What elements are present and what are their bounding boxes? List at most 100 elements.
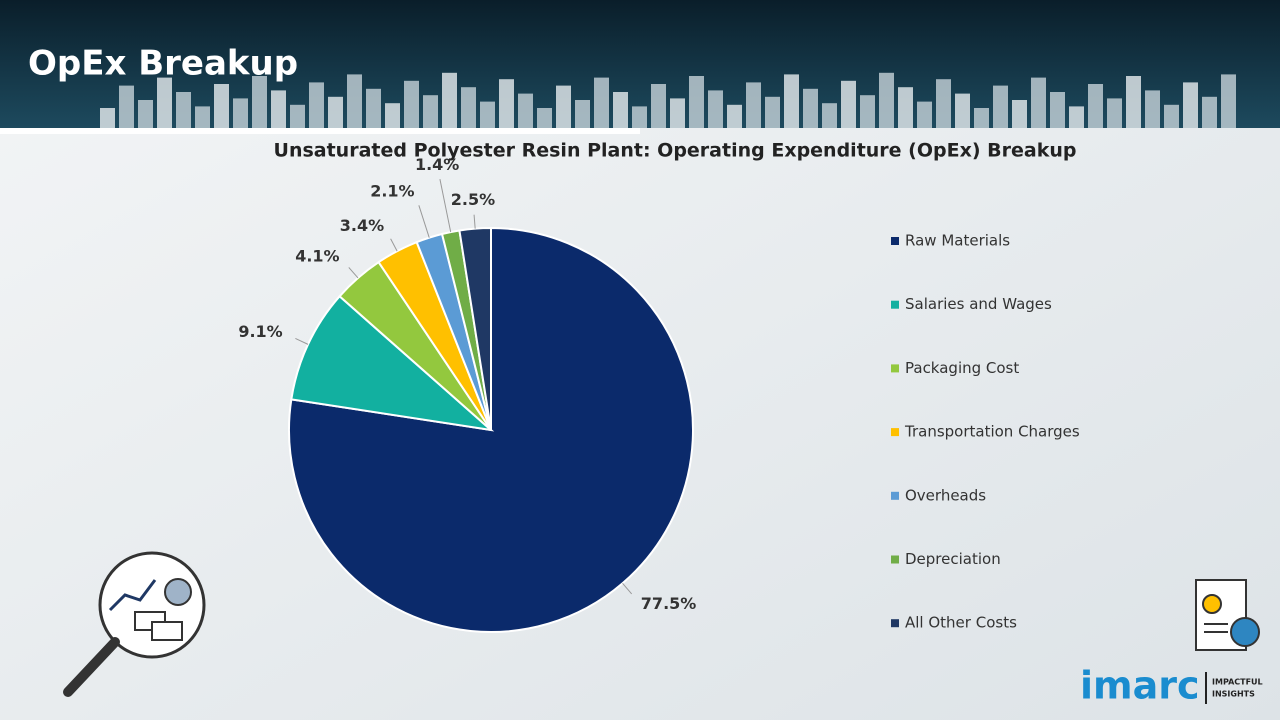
building (727, 104, 742, 128)
building (860, 95, 875, 128)
skyline (100, 72, 1236, 128)
building (765, 96, 780, 128)
legend: Raw Materials Salaries and Wages Packaging… (891, 232, 1080, 632)
building (651, 84, 666, 128)
building (271, 90, 286, 128)
building (822, 103, 837, 128)
building (1107, 98, 1122, 128)
pie: 77.5% 9.1% 4.1%3.4% 2.1%1.4% 2.5% (238, 155, 697, 633)
data-label: 9.1% (238, 322, 282, 341)
building (1145, 90, 1160, 128)
legend-label: Salaries and Wages (905, 295, 1052, 313)
building (689, 76, 704, 128)
logo-tagline: IMPACTFUL (1212, 678, 1263, 687)
legend-label: All Other Costs (905, 614, 1017, 632)
building (613, 92, 628, 128)
building (1183, 82, 1198, 128)
leader-line (348, 267, 359, 279)
building (195, 106, 210, 128)
leader-line (439, 179, 452, 233)
building (461, 87, 476, 128)
building (1031, 77, 1046, 128)
building (176, 92, 191, 128)
legend-label: Transportation Charges (904, 423, 1080, 441)
building (537, 108, 552, 128)
building (575, 100, 590, 128)
legend-swatch (891, 364, 899, 373)
building (936, 79, 951, 128)
building (803, 88, 818, 128)
building (898, 87, 913, 128)
data-label: 2.1% (370, 181, 414, 200)
building (1202, 96, 1217, 128)
building (1164, 104, 1179, 128)
header-edge (0, 128, 640, 134)
building (423, 95, 438, 128)
leader-line (295, 337, 309, 345)
building (784, 74, 799, 128)
leader-line (390, 238, 398, 252)
leader-line (622, 582, 633, 595)
building (1088, 84, 1103, 128)
building (594, 77, 609, 128)
building (670, 98, 685, 128)
building (746, 82, 761, 128)
building (499, 79, 514, 128)
building (252, 76, 267, 128)
building (347, 74, 362, 128)
building (1221, 74, 1236, 128)
page-title: OpEx Breakup (28, 44, 298, 84)
building (518, 93, 533, 128)
building (879, 72, 894, 128)
cost-icon (1195, 579, 1260, 651)
building (993, 85, 1008, 128)
pie-slice (290, 294, 495, 432)
pie-slice (458, 226, 492, 431)
building (917, 101, 932, 128)
chart-title: Unsaturated Polyester Resin Plant: Opera… (274, 140, 1077, 162)
building (138, 100, 153, 128)
legend-swatch (891, 491, 899, 500)
legend-label: Overheads (905, 486, 986, 504)
building (632, 106, 647, 128)
building (214, 84, 229, 128)
building (480, 101, 495, 128)
building (119, 85, 134, 128)
building (1069, 106, 1084, 128)
building (556, 85, 571, 128)
legend-swatch (891, 619, 899, 628)
building (385, 103, 400, 128)
building (1050, 92, 1065, 128)
building (309, 82, 324, 128)
building (1012, 100, 1027, 128)
building (708, 90, 723, 128)
logo-tagline: INSIGHTS (1212, 690, 1255, 699)
building (366, 88, 381, 128)
analytics-icon (63, 551, 206, 697)
building (290, 104, 305, 128)
building (841, 80, 856, 128)
legend-swatch (891, 555, 899, 564)
legend-label: Packaging Cost (905, 359, 1019, 377)
data-label: 4.1% (295, 246, 339, 265)
data-label: 2.5% (451, 190, 495, 209)
leader-line (418, 205, 430, 238)
data-label: 77.5% (641, 594, 697, 613)
building (233, 98, 248, 128)
building (100, 108, 115, 128)
legend-swatch (891, 237, 899, 245)
building (955, 93, 970, 128)
legend-swatch (891, 428, 899, 437)
building (328, 96, 343, 128)
building (442, 72, 457, 128)
leader-line (473, 214, 476, 229)
legend-label: Raw Materials (905, 232, 1010, 250)
building (157, 77, 172, 128)
legend-label: Depreciation (905, 550, 1001, 568)
legend-swatch (891, 300, 899, 309)
logo-name: imarc (1080, 664, 1200, 708)
building (974, 108, 989, 128)
building (404, 80, 419, 128)
data-label: 1.4% (415, 155, 459, 174)
